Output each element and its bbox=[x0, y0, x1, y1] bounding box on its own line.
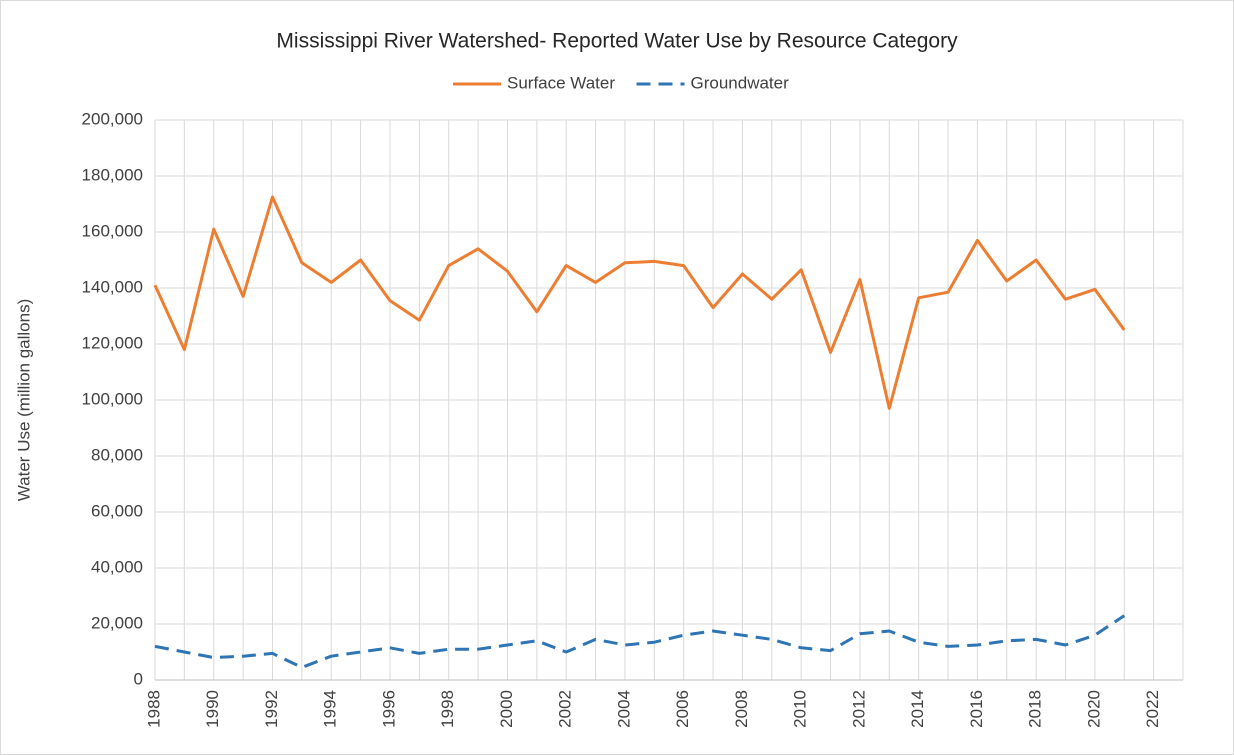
x-tick-label: 1998 bbox=[438, 690, 457, 728]
x-tick-label: 1996 bbox=[379, 690, 398, 728]
x-tick-label: 2014 bbox=[908, 690, 927, 728]
x-tick-label: 2008 bbox=[732, 690, 751, 728]
x-tick-label: 2004 bbox=[614, 690, 633, 728]
series-line bbox=[153, 195, 1126, 410]
y-tick-label: 160,000 bbox=[82, 221, 143, 240]
y-tick-label: 40,000 bbox=[91, 557, 143, 576]
y-tick-label: 0 bbox=[134, 669, 143, 688]
legend-label: Surface Water bbox=[507, 73, 615, 92]
x-tick-label: 2022 bbox=[1143, 690, 1162, 728]
x-tick-label: 2012 bbox=[849, 690, 868, 728]
y-tick-label: 20,000 bbox=[91, 613, 143, 632]
x-tick-label: 2000 bbox=[497, 690, 516, 728]
x-tick-label: 2018 bbox=[1026, 690, 1045, 728]
legend-label: Groundwater bbox=[691, 73, 790, 92]
x-tick-label: 1994 bbox=[321, 690, 340, 728]
series-line bbox=[154, 614, 1126, 669]
y-tick-label: 80,000 bbox=[91, 445, 143, 464]
y-tick-label: 200,000 bbox=[82, 109, 143, 128]
chart-title: Mississippi River Watershed- Reported Wa… bbox=[276, 30, 958, 53]
x-tick-label: 1988 bbox=[144, 690, 163, 728]
x-tick-label: 1992 bbox=[262, 690, 281, 728]
y-tick-label: 140,000 bbox=[82, 277, 143, 296]
y-tick-label: 100,000 bbox=[82, 389, 143, 408]
x-tick-label: 2010 bbox=[791, 690, 810, 728]
x-tick-label: 2020 bbox=[1084, 690, 1103, 728]
x-tick-label: 1990 bbox=[203, 690, 222, 728]
x-tick-label: 2006 bbox=[673, 690, 692, 728]
y-axis-label: Water Use (million gallons) bbox=[14, 299, 33, 501]
x-tick-label: 2002 bbox=[556, 690, 575, 728]
y-tick-label: 60,000 bbox=[91, 501, 143, 520]
y-tick-label: 180,000 bbox=[82, 165, 143, 184]
x-tick-label: 2016 bbox=[967, 690, 986, 728]
y-tick-label: 120,000 bbox=[82, 333, 143, 352]
